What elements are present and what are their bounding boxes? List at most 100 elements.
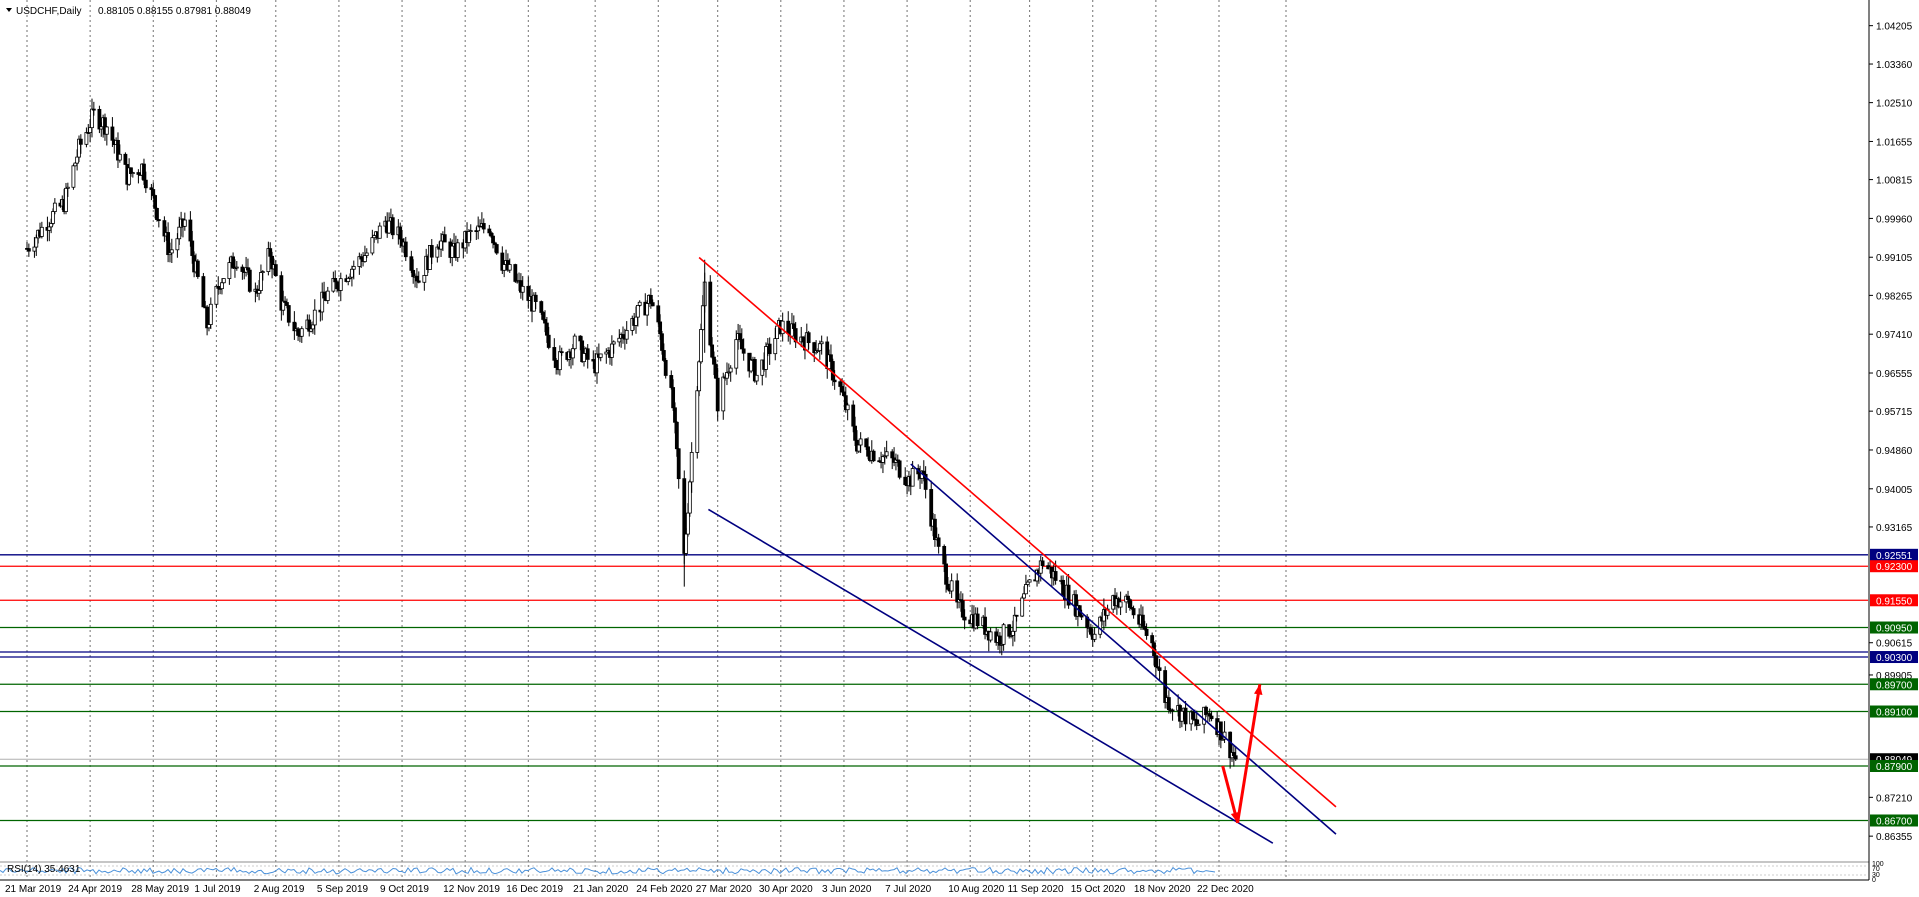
candle-body: [156, 219, 161, 221]
price-tag-box: [1870, 814, 1918, 827]
arrow-head-icon: [1254, 684, 1263, 695]
candle-body: [578, 335, 583, 342]
time-tick-label: 22 Dec 2020: [1197, 884, 1254, 895]
trendlines[interactable]: [698, 256, 1337, 844]
candle-body: [214, 285, 219, 305]
candle-body: [169, 249, 174, 254]
candle-body: [481, 223, 486, 230]
price-tick-label: 1.04205: [1876, 22, 1913, 33]
candle-body: [322, 291, 326, 299]
candle-body: [890, 451, 895, 459]
rsi-scale-label: 30: [1872, 872, 1880, 879]
candle-body: [754, 374, 759, 382]
candle-body: [1061, 579, 1065, 596]
candle-body: [1170, 709, 1175, 712]
price-tick-label: 0.98265: [1876, 291, 1913, 302]
candle-body: [621, 334, 625, 339]
candle-body: [268, 248, 273, 257]
candle-body: [1179, 710, 1184, 722]
price-tag-box: [1870, 594, 1918, 607]
price-tick-label: 0.89905: [1876, 671, 1913, 682]
candle-body: [829, 354, 833, 362]
price-tag-box: [1870, 651, 1918, 664]
candle-body: [942, 545, 947, 565]
candle-body: [311, 324, 315, 330]
candle-body: [429, 245, 434, 258]
time-tick-label: 24 Apr 2019: [68, 884, 122, 895]
trendline-red-resistance[interactable]: [698, 256, 1337, 808]
candle-body: [65, 186, 70, 189]
candle-body: [637, 301, 642, 306]
candle-body: [351, 266, 356, 270]
candle-body: [786, 320, 791, 334]
candle-body: [190, 240, 195, 256]
trendline-blue-upper-channel[interactable]: [910, 463, 1337, 835]
candle-body: [648, 294, 653, 304]
candle-body: [544, 322, 549, 336]
time-tick-label: 28 May 2019: [131, 884, 189, 895]
candle-body: [871, 450, 876, 462]
candle-body: [533, 294, 538, 302]
candle-body: [944, 563, 948, 585]
candle-body: [513, 264, 518, 282]
horizontal-levels: [0, 554, 1868, 822]
price-tick-label: 0.90615: [1876, 639, 1913, 650]
time-tick-label: 18 Nov 2020: [1134, 884, 1191, 895]
candle-body: [201, 276, 206, 308]
candle-body: [897, 460, 902, 478]
candle-body: [247, 269, 252, 292]
candle-body: [697, 361, 702, 392]
vertical-grid: [26, 0, 1287, 880]
candle-body: [749, 359, 754, 372]
candle-body: [84, 132, 89, 145]
candle-body: [151, 189, 156, 196]
time-tick-label: 2 Aug 2019: [254, 884, 305, 895]
candle-body: [842, 391, 846, 397]
candle-body: [806, 332, 811, 344]
candle-body: [609, 343, 614, 358]
candle-body: [793, 328, 798, 343]
candle-body: [370, 237, 375, 254]
candle-body: [910, 468, 915, 487]
candle-body: [364, 252, 369, 256]
candle-body: [738, 333, 742, 340]
candle-body: [177, 226, 182, 240]
price-tick-label: 0.95715: [1876, 407, 1913, 418]
candle-body: [700, 305, 705, 330]
price-tick-label: 0.96555: [1876, 369, 1913, 380]
candle-body: [881, 456, 885, 463]
candle-body: [221, 278, 226, 284]
collapse-triangle-icon[interactable]: [6, 8, 12, 12]
arrow-shaft: [1236, 684, 1262, 823]
time-tick-label: 24 Feb 2020: [636, 884, 693, 895]
candle-body: [936, 537, 941, 547]
candle-body: [338, 278, 343, 291]
candle-body: [507, 264, 512, 271]
candle-body: [1012, 614, 1017, 632]
candle-body: [1140, 614, 1145, 627]
candle-body: [1166, 697, 1171, 711]
candle-body: [1079, 615, 1084, 618]
candle-body: [559, 351, 564, 354]
candle-body: [1233, 755, 1238, 760]
candle-body: [853, 425, 857, 441]
candle-body: [689, 452, 694, 483]
price-tick-label: 1.01655: [1876, 137, 1913, 148]
trendline-blue-lower-channel[interactable]: [708, 508, 1274, 844]
candle-body: [39, 226, 44, 237]
candle-body: [975, 613, 980, 627]
candle-body: [468, 230, 473, 232]
candle-body: [728, 367, 733, 373]
candle-body: [585, 348, 590, 360]
price-tick-label: 0.94005: [1876, 485, 1913, 496]
candle-body: [415, 275, 419, 282]
candle-body: [416, 280, 421, 283]
candle-body: [791, 323, 796, 329]
candle-body: [658, 321, 663, 335]
price-tick-label: 0.86355: [1876, 832, 1913, 843]
candle-body: [684, 533, 689, 554]
time-tick-label: 27 Mar 2020: [696, 884, 753, 895]
candle-body: [450, 245, 455, 258]
candle-body: [946, 583, 950, 590]
